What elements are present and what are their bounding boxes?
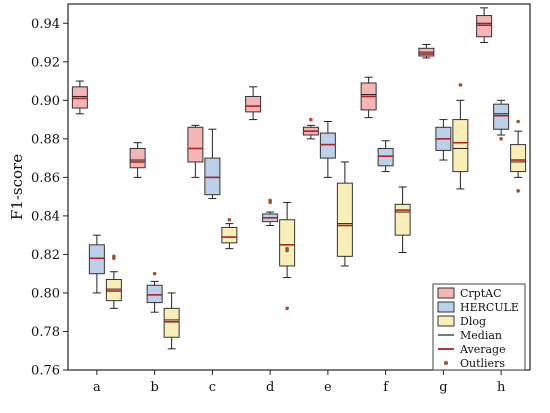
- box-body: [71, 86, 88, 109]
- outlier-point: [152, 271, 157, 276]
- x-tick-label: a: [93, 380, 101, 395]
- legend-swatch-HERCULE: [437, 301, 455, 313]
- outlier-point: [285, 306, 289, 311]
- box-HERCULE-d: [262, 198, 279, 227]
- box-HERCULE-f: [377, 140, 394, 173]
- x-tick-label: g: [439, 380, 447, 395]
- box-body: [105, 278, 122, 302]
- outlier-point: [227, 217, 232, 222]
- box-body: [163, 307, 180, 338]
- box-body: [279, 219, 296, 267]
- box-Dlog-e: [336, 161, 353, 267]
- box-body: [452, 119, 469, 173]
- box-CrptAC-e: [302, 117, 319, 140]
- box-body: [510, 144, 527, 173]
- x-tick-label: d: [266, 380, 274, 395]
- y-tick-label: 0.76: [31, 364, 60, 379]
- outlier-point: [268, 198, 272, 203]
- x-tick-label: h: [497, 380, 506, 395]
- box-body: [476, 15, 493, 38]
- y-tick-label: 0.80: [31, 286, 60, 301]
- legend-label: Outliers: [460, 357, 505, 370]
- x-tick-label: e: [324, 380, 332, 395]
- box-Dlog-h: [510, 119, 527, 193]
- box-body: [187, 126, 204, 163]
- x-tick-label: b: [150, 380, 158, 395]
- legend-label: HERCULE: [460, 301, 519, 314]
- y-tick-label: 0.94: [31, 17, 60, 32]
- box-HERCULE-b: [146, 271, 163, 313]
- box-Dlog-b: [163, 292, 180, 350]
- boxes-layer: [71, 7, 527, 350]
- box-body: [88, 244, 105, 275]
- legend-label: Dlog: [460, 315, 486, 328]
- y-tick-label: 0.88: [31, 132, 60, 147]
- box-HERCULE-g: [435, 119, 452, 161]
- y-tick-label: 0.78: [31, 325, 60, 340]
- box-CrptAC-a: [71, 80, 88, 115]
- box-HERCULE-c: [204, 128, 221, 200]
- box-body: [204, 157, 221, 196]
- box-body: [245, 95, 262, 113]
- box-body: [319, 132, 336, 159]
- box-CrptAC-c: [187, 124, 204, 178]
- outlier-point: [516, 189, 520, 193]
- box-CrptAC-f: [360, 76, 377, 119]
- box-body: [221, 226, 238, 244]
- legend-label: CrptAC: [460, 287, 502, 300]
- x-tick-label: c: [209, 380, 216, 395]
- box-HERCULE-a: [88, 234, 105, 294]
- box-HERCULE-h: [493, 99, 510, 141]
- y-tick-label: 0.90: [31, 94, 60, 109]
- legend-swatch-Dlog: [437, 315, 455, 327]
- box-body: [336, 182, 353, 257]
- box-CrptAC-d: [245, 86, 262, 121]
- outlier-point: [285, 246, 289, 251]
- legend-swatch-outliers: [444, 361, 448, 365]
- outlier-point: [458, 83, 463, 87]
- legend-swatch-CrptAC: [437, 287, 455, 299]
- x-tick-label: f: [383, 380, 389, 395]
- plot-area-frame: [67, 3, 531, 371]
- x-axis-ticks: a b c d e f g h: [93, 370, 506, 395]
- y-axis-ticks: 0.76 0.78 0.80 0.82 0.84 0.86 0.88 0.90 0.92 0.94: [31, 17, 68, 379]
- box-Dlog-g: [452, 83, 469, 190]
- box-Dlog-f: [394, 186, 411, 253]
- box-body: [394, 203, 411, 236]
- outlier-point: [309, 117, 313, 122]
- y-tick-label: 0.82: [31, 248, 60, 263]
- box-CrptAC-g: [418, 43, 435, 59]
- box-CrptAC-h: [476, 7, 493, 44]
- y-tick-label: 0.86: [31, 171, 60, 186]
- box-CrptAC-b: [129, 142, 146, 178]
- legend-label: Average: [459, 343, 506, 356]
- y-axis-title: F1-score: [8, 154, 26, 220]
- box-Dlog-d: [279, 201, 296, 311]
- box-Dlog-a: [105, 254, 122, 309]
- legend-label: Median: [460, 329, 502, 342]
- box-body: [493, 103, 510, 130]
- box-body: [129, 147, 146, 169]
- outlier-point: [499, 137, 503, 141]
- box-body: [146, 284, 163, 304]
- y-tick-label: 0.84: [31, 209, 60, 224]
- box-HERCULE-e: [319, 121, 336, 178]
- y-tick-label: 0.92: [31, 55, 60, 70]
- box-Dlog-c: [221, 217, 238, 250]
- outlier-point: [112, 254, 116, 259]
- box-body: [377, 147, 394, 167]
- outlier-point: [516, 119, 520, 124]
